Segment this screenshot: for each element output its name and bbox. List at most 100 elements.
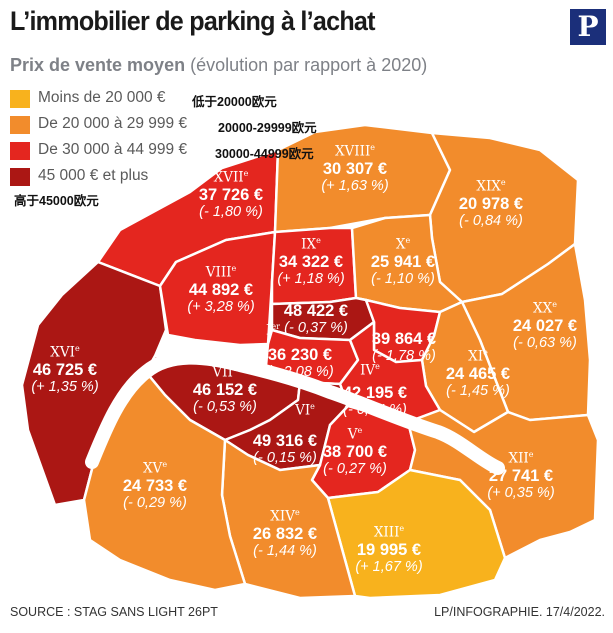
label-arr-2: 48 422 € (- 0,37 %) [284,302,348,337]
legend-annotation: 低于20000欧元 [192,95,277,109]
arr-change: (- 1,10 %) [371,270,435,287]
legend-label: 45 000 € et plus [38,167,149,184]
arr-change: (- 0,37 %) [284,320,348,336]
arr-change: (- 1,44 %) [253,542,317,559]
label-arr-7: VIIe 46 152 € (- 0,53 %) [193,364,257,416]
arr-price: 38 700 € [322,442,388,461]
arr-price: 39 864 € [371,330,437,348]
label-arr-17: XVIIe 37 726 € (- 1,80 %) [199,169,263,221]
legend-swatch [10,90,30,108]
arr-suffix: e [232,364,238,373]
arr-price: 46 725 € [32,360,98,379]
footer-source: SOURCE : STAG SANS LIGHT 26PT [10,605,218,619]
arr-number: XIV [270,508,295,525]
subtitle-rest: (évolution par rapport à 2020) [185,55,428,75]
arr-suffix: e [243,169,249,178]
arr-suffix: e [500,178,506,187]
arr-price: 27 741 € [488,466,554,485]
arr-change: (+ 2,08 %) [266,364,334,380]
arr-change: (- 1,45 %) [446,382,510,399]
arr-number: IX [301,236,317,253]
arr-price: 44 892 € [188,280,254,299]
arr-change: (- 1,78 %) [372,348,436,364]
legend-label: Moins de 20 000 € [38,89,166,106]
arr-price: 37 726 € [198,185,264,204]
label-arr-11: XIe 24 465 € (- 1,45 %) [446,348,510,400]
arr-price: 26 832 € [252,524,318,543]
arr-price: 48 422 € [283,302,349,320]
arr-number: XII [508,450,529,467]
district-VIII [158,230,277,347]
arr-price: 24 027 € [512,316,578,335]
label-arr-18: XVIIIe 30 307 € (+ 1,63 %) [321,143,388,195]
map-title: L’immobilier de parking à l’achat [10,6,376,36]
arr-change: (- 0,63 %) [513,334,577,351]
arr-change: (+ 3,28 %) [187,298,255,315]
arr-price: 49 316 € [252,432,318,450]
arr-price: 46 152 € [192,380,258,399]
label-arr-12: XIIe 27 741 € (+ 0,35 %) [487,450,554,502]
label-arr-20: XXe 24 027 € (- 0,63 %) [513,300,577,352]
arr-number: XIII [373,524,400,541]
label-arr-16: XVIe 46 725 € (+ 1,35 %) [31,344,98,396]
legend-annotation: 30000-44999欧元 [215,147,314,161]
arr-suffix: e [310,402,315,411]
arr-price: 24 733 € [122,476,188,495]
label-arr-9: IXe 34 322 € (+ 1,18 %) [277,236,344,288]
arr-price: 30 307 € [322,159,388,178]
arr-change: (+ 0,35 %) [487,484,555,501]
arr-suffix: e [357,426,363,435]
arr-price: 36 230 € [267,346,333,364]
arr-price: 42 195 € [342,384,408,402]
legend-swatch [10,142,30,160]
arr-price: 25 941 € [370,252,436,271]
footer-credit: LP/INFOGRAPHIE. 17/4/2022. [434,605,605,619]
arr-change: (+ 1,63 %) [321,177,389,194]
arr-number: XVI [50,344,75,361]
arr-suffix: e [552,300,557,309]
legend-swatch [10,116,30,134]
legend-annotation: 高于45000欧元 [14,194,99,208]
label-arr-15: XVe 24 733 € (- 0,29 %) [123,460,187,512]
arr-number: XVII [213,169,244,186]
label-price-6: 49 316 € (- 0,15 %) [253,432,317,467]
arr-change: (+ 1,18 %) [277,270,345,287]
arr-change: (- 0,27 %) [323,460,387,477]
legend-annotation: 20000-29999欧元 [218,121,317,135]
arr-change: (- 0,84 %) [459,212,523,229]
arr-change: (- 0,54 %) [343,402,407,418]
label-arr-4: 42 195 € (- 0,54 %) [343,384,407,419]
legend-swatch [10,168,30,186]
label-arr-4-number: IVe [360,362,380,379]
arr-number: XX [533,300,553,317]
arr-number: VII [212,364,233,381]
label-arr-6: VIe [295,402,315,419]
seine-river [85,350,505,475]
arr-number: XV [142,460,163,477]
arr-price: 19 995 € [356,540,422,559]
arr-number: X [395,236,406,253]
arr-suffix: e [316,236,321,245]
label-arr-3: 39 864 € (- 1,78 %) [372,330,436,365]
arr-number: VI [295,402,311,419]
arr-suffix: e [74,344,80,353]
arr-price: 34 322 € [278,252,344,271]
arr-suffix: e [370,143,376,152]
arr-number: V [347,426,358,443]
legend-label: De 20 000 à 29 999 € [38,115,188,132]
map-subtitle: Prix de vente moyen (évolution par rappo… [10,55,427,76]
label-arr-8: VIIIe 44 892 € (+ 3,28 %) [187,264,254,316]
arr-change: (- 0,53 %) [193,398,257,415]
arr-change: (- 0,29 %) [123,494,187,511]
arr-suffix: e [375,362,380,371]
label-arr-14: XIVe 26 832 € (- 1,44 %) [253,508,317,560]
arr-change: (+ 1,67 %) [355,558,423,575]
arr-number: XI [468,348,484,365]
arr-price: 24 465 € [445,364,511,383]
arr-number: XIX [476,178,501,195]
arr-suffix: e [399,524,405,533]
arr-suffix: e [483,348,488,357]
label-arr-10: Xe 25 941 € (- 1,10 %) [371,236,435,288]
arr-suffix: e [405,236,411,245]
